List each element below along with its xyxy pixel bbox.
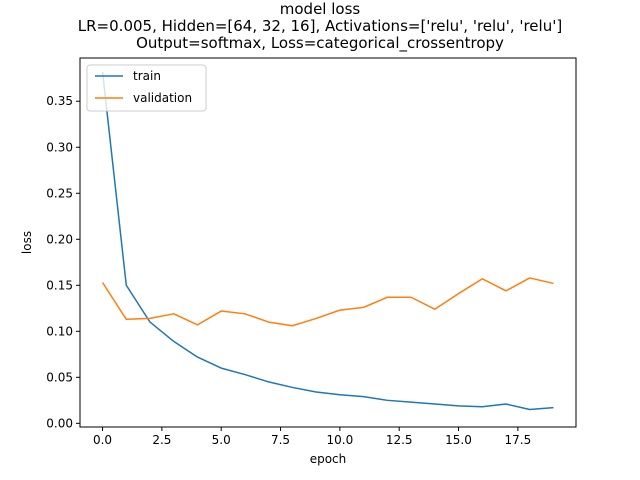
x-tick-label: 17.5 (504, 433, 531, 447)
title-line: LR=0.005, Hidden=[64, 32, 16], Activatio… (78, 17, 562, 35)
x-axis-label: epoch (310, 452, 347, 466)
title-line: Output=softmax, Loss=categorical_crossen… (136, 34, 504, 53)
y-axis-label: loss (20, 231, 34, 254)
series-line-validation (101, 277, 554, 327)
y-tick-label: 0.05 (46, 370, 73, 384)
x-tick-label: 7.5 (271, 433, 290, 447)
x-axis: 0.0 2.5 5.0 7.5 10.0 12.5 15.0 17.5 (93, 427, 531, 447)
y-axis: 0.00 0.05 0.10 0.15 0.20 0.25 0.30 0.35 (46, 94, 80, 430)
title-line: model loss (280, 0, 361, 18)
y-tick-label: 0.35 (46, 94, 73, 108)
plot-frame (79, 57, 577, 428)
x-tick-label: 2.5 (152, 433, 171, 447)
legend: train validation (86, 64, 207, 112)
y-tick-label: 0.30 (46, 140, 73, 154)
series-line-train (101, 71, 554, 411)
legend-label-train: train (133, 69, 161, 83)
y-tick-label: 0.25 (46, 186, 73, 200)
y-tick-label: 0.20 (46, 232, 73, 246)
y-tick-label: 0.15 (46, 278, 73, 292)
x-tick-label: 12.5 (386, 433, 413, 447)
y-tick-label: 0.10 (46, 324, 73, 338)
x-tick-label: 5.0 (212, 433, 231, 447)
x-tick-label: 15.0 (445, 433, 472, 447)
legend-label-validation: validation (133, 91, 192, 105)
x-tick-label: 0.0 (93, 433, 112, 447)
y-tick-label: 0.00 (46, 416, 73, 430)
series-lines (101, 71, 554, 411)
x-tick-label: 10.0 (327, 433, 354, 447)
